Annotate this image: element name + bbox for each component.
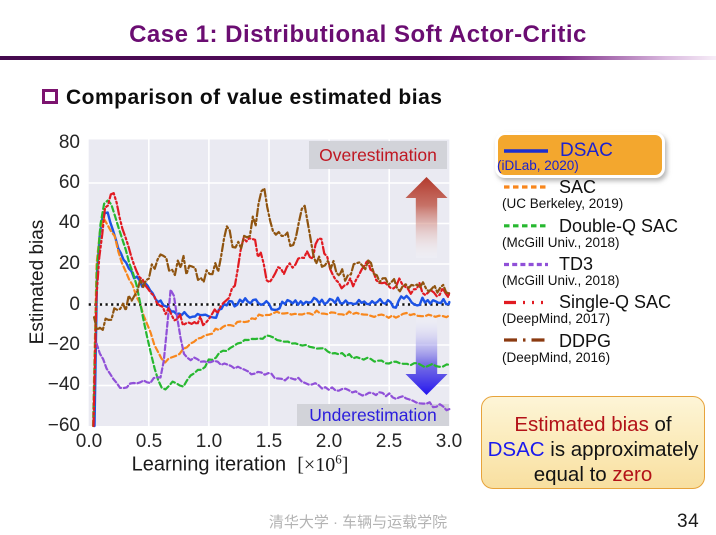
svg-text:Overestimation: Overestimation [319,145,437,165]
svg-text:Underestimation: Underestimation [309,405,436,425]
